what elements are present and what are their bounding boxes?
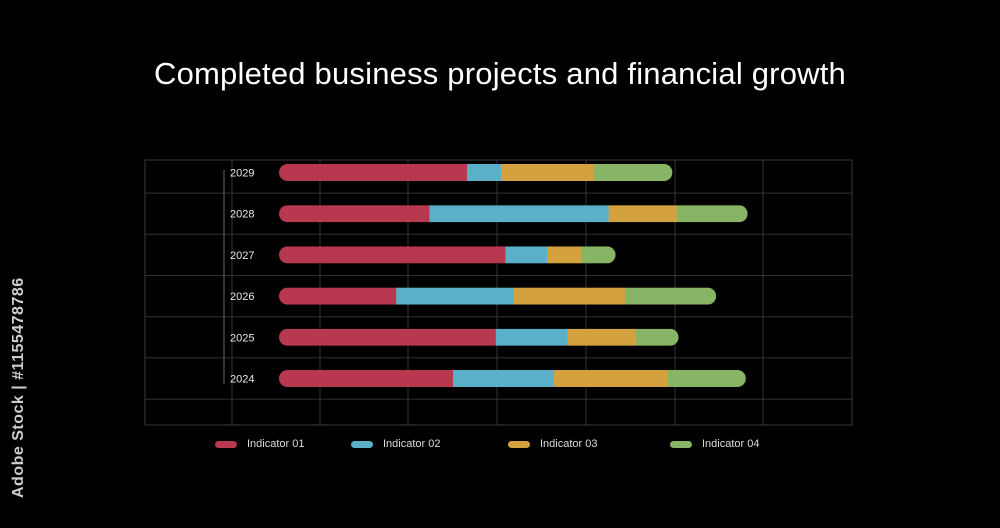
legend-item: Indicator 04 [670, 438, 759, 450]
legend: Indicator 01 Indicator 02 Indicator 03 Indi… [0, 438, 1000, 458]
bar-segment [279, 246, 506, 264]
bar-row-2024 [279, 370, 746, 387]
bar-segment [452, 370, 555, 387]
bar-row-2026 [279, 287, 717, 305]
legend-item: Indicator 03 [508, 438, 597, 450]
bar-segment [608, 205, 678, 223]
y-tick-label: 2028 [230, 209, 254, 221]
bar-row-2027 [279, 246, 616, 264]
bar-segment [676, 205, 748, 223]
bar-segment [581, 246, 616, 264]
bar-segment [279, 205, 430, 223]
bar-segment [567, 328, 637, 346]
bar-segment [495, 328, 569, 346]
y-tick-label: 2025 [230, 332, 254, 344]
bars [279, 164, 748, 387]
legend-swatch [508, 440, 530, 448]
legend-item: Indicator 01 [215, 438, 304, 450]
chart-title: Completed business projects and financia… [154, 56, 846, 91]
legend-swatch [351, 440, 373, 448]
y-tick-label: 2024 [230, 374, 254, 386]
legend-item: Indicator 02 [351, 438, 440, 450]
bar-segment [547, 246, 583, 264]
legend-label: Indicator 01 [247, 438, 305, 450]
y-tick-label: 2026 [230, 291, 254, 303]
legend-swatch [670, 440, 692, 448]
watermark-text: Adobe Stock | #1155478786 [10, 277, 27, 498]
bar-segment [505, 246, 548, 264]
bar-segment [279, 287, 397, 305]
bar-segment [501, 164, 595, 181]
bar-segment [429, 205, 610, 223]
bar-row-2025 [279, 328, 679, 346]
bar-segment [593, 164, 673, 181]
bar-segment [553, 370, 669, 387]
bar-segment [396, 287, 514, 305]
grid-frame [144, 159, 853, 426]
legend-label: Indicator 04 [702, 438, 760, 450]
bar-segment [279, 328, 497, 346]
legend-swatch [215, 440, 237, 448]
bar-segment [279, 164, 468, 181]
legend-label: Indicator 03 [540, 438, 598, 450]
bar-segment [635, 328, 679, 346]
bar-row-2029 [279, 164, 673, 181]
bar-segment [466, 164, 502, 181]
bar-segment [279, 370, 454, 387]
bar-row-2028 [279, 205, 748, 223]
bar-segment [668, 370, 746, 387]
y-tick-label: 2029 [230, 168, 254, 180]
bar-segment [513, 287, 626, 305]
y-axis: 2029 2028 2027 2026 2025 2024 [223, 168, 254, 386]
legend-label: Indicator 02 [383, 438, 441, 450]
watermark: Adobe Stock | #1155478786 [6, 277, 30, 510]
bar-segment [625, 287, 717, 305]
y-tick-label: 2027 [230, 250, 254, 262]
